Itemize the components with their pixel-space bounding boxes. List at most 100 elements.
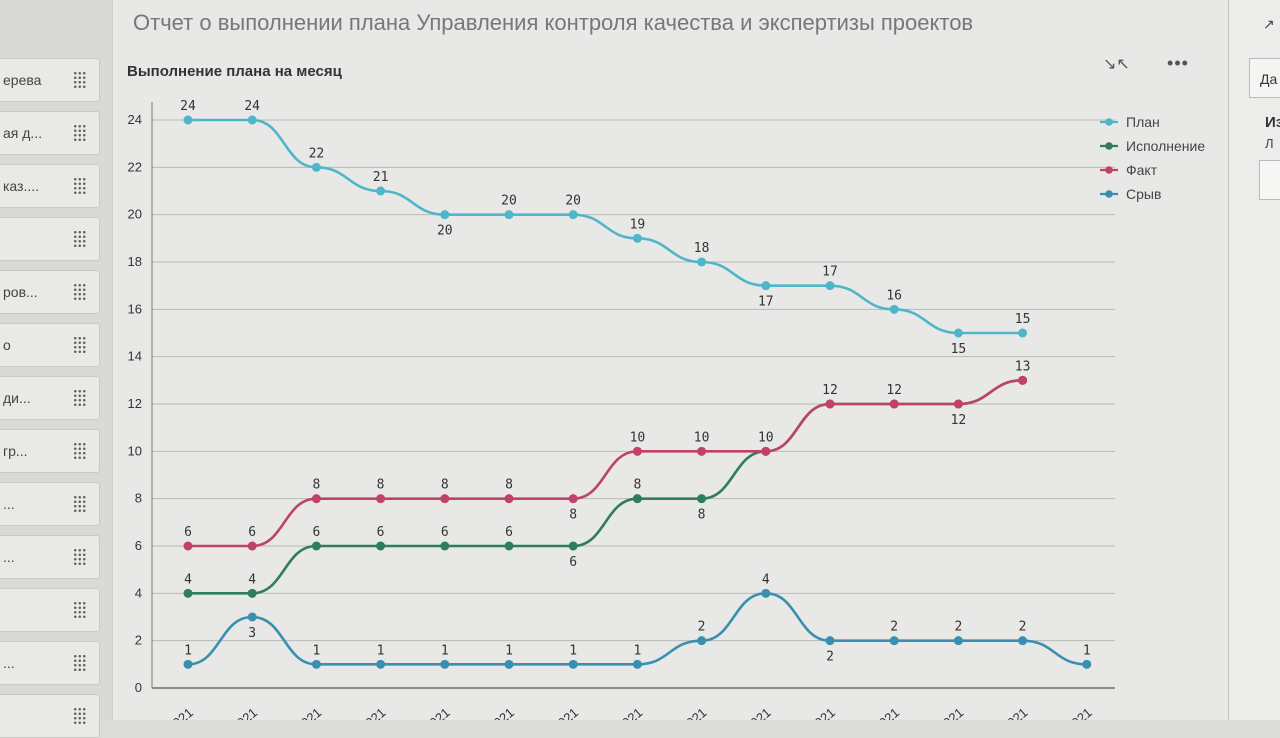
data-point[interactable]	[697, 257, 707, 267]
data-point[interactable]	[440, 494, 450, 504]
drag-grip-icon[interactable]	[73, 71, 87, 89]
data-point[interactable]	[697, 494, 707, 504]
sidebar-item[interactable]: каз....	[0, 164, 100, 208]
data-point[interactable]	[183, 115, 193, 125]
drag-grip-icon[interactable]	[73, 601, 87, 619]
data-point[interactable]	[1018, 636, 1028, 646]
data-label: 12	[886, 383, 902, 398]
data-point[interactable]	[761, 446, 771, 456]
x-tick-label: .2021	[418, 705, 453, 720]
drag-grip-icon[interactable]	[73, 283, 87, 301]
data-point[interactable]	[311, 659, 321, 669]
data-label: 3	[248, 626, 256, 641]
data-point[interactable]	[504, 210, 514, 220]
y-tick-label: 22	[128, 159, 142, 174]
legend-marker	[1105, 190, 1113, 198]
y-tick-label: 2	[135, 633, 142, 648]
data-point[interactable]	[889, 399, 899, 409]
data-point[interactable]	[889, 304, 899, 314]
data-point[interactable]	[632, 233, 642, 243]
data-point[interactable]	[440, 541, 450, 551]
data-point[interactable]	[825, 636, 835, 646]
report-title: Отчет о выполнении плана Управления конт…	[133, 10, 974, 35]
line-chart-icon[interactable]: ↗	[1263, 16, 1275, 32]
panel-field[interactable]	[1259, 160, 1280, 200]
data-point[interactable]	[568, 659, 578, 669]
sidebar-item[interactable]: ди...	[0, 376, 100, 420]
data-point[interactable]	[632, 446, 642, 456]
data-label: 6	[312, 525, 320, 540]
data-point[interactable]	[247, 612, 257, 622]
drag-grip-icon[interactable]	[73, 442, 87, 460]
more-dots-icon[interactable]: •••	[1167, 53, 1189, 73]
data-label: 2	[826, 650, 834, 665]
data-label: 6	[377, 525, 385, 540]
drag-grip-icon[interactable]	[73, 389, 87, 407]
data-point[interactable]	[825, 281, 835, 291]
legend-entry[interactable]: Исполнение	[1126, 138, 1205, 154]
data-point[interactable]	[825, 399, 835, 409]
legend-entry[interactable]: План	[1126, 114, 1160, 130]
sidebar-item[interactable]: ерева	[0, 58, 100, 102]
data-point[interactable]	[247, 115, 257, 125]
sidebar-item[interactable]: ...	[0, 482, 100, 526]
data-point[interactable]	[183, 659, 193, 669]
sidebar-item[interactable]: ...	[0, 535, 100, 579]
drag-grip-icon[interactable]	[73, 124, 87, 142]
data-point[interactable]	[376, 541, 386, 551]
drag-grip-icon[interactable]	[73, 495, 87, 513]
data-point[interactable]	[311, 162, 321, 172]
drag-grip-icon[interactable]	[73, 336, 87, 354]
data-point[interactable]	[504, 494, 514, 504]
data-label: 6	[441, 525, 449, 540]
collapse-arrows-icon[interactable]: ↘↖	[1103, 56, 1130, 73]
sidebar-item[interactable]: ...	[0, 641, 100, 685]
data-point[interactable]	[953, 636, 963, 646]
data-point[interactable]	[311, 494, 321, 504]
sidebar-item[interactable]: ров...	[0, 270, 100, 314]
data-point[interactable]	[376, 494, 386, 504]
data-point[interactable]	[376, 659, 386, 669]
data-point[interactable]	[183, 541, 193, 551]
legend-entry[interactable]: Срыв	[1126, 186, 1161, 202]
sidebar-item-label: ди...	[3, 390, 31, 406]
data-point[interactable]	[632, 659, 642, 669]
data-point[interactable]	[1082, 659, 1092, 669]
sidebar-item[interactable]: ая д...	[0, 111, 100, 155]
data-point[interactable]	[1018, 328, 1028, 338]
data-point[interactable]	[953, 328, 963, 338]
data-point[interactable]	[440, 210, 450, 220]
sidebar-item[interactable]: гр...	[0, 429, 100, 473]
data-point[interactable]	[568, 494, 578, 504]
drag-grip-icon[interactable]	[73, 230, 87, 248]
data-point[interactable]	[440, 659, 450, 669]
data-point[interactable]	[376, 186, 386, 196]
data-point[interactable]	[697, 446, 707, 456]
data-point[interactable]	[311, 541, 321, 551]
data-point[interactable]	[183, 588, 193, 598]
drag-grip-icon[interactable]	[73, 177, 87, 195]
data-point[interactable]	[697, 636, 707, 646]
sidebar-item[interactable]: о	[0, 323, 100, 367]
data-point[interactable]	[247, 541, 257, 551]
sidebar-item-label: ая д...	[3, 125, 43, 141]
data-point[interactable]	[568, 541, 578, 551]
data-label: 8	[312, 478, 320, 493]
data-point[interactable]	[632, 494, 642, 504]
data-point[interactable]	[761, 281, 771, 291]
data-point[interactable]	[568, 210, 578, 220]
data-point[interactable]	[504, 659, 514, 669]
sidebar-item[interactable]	[0, 217, 100, 261]
drag-grip-icon[interactable]	[73, 548, 87, 566]
data-point[interactable]	[761, 588, 771, 598]
data-point[interactable]	[889, 636, 899, 646]
tab-data[interactable]: Да	[1249, 58, 1280, 98]
data-point[interactable]	[1018, 375, 1028, 385]
data-point[interactable]	[504, 541, 514, 551]
drag-grip-icon[interactable]	[73, 654, 87, 672]
data-point[interactable]	[247, 588, 257, 598]
sidebar-item[interactable]	[0, 588, 100, 632]
legend-entry[interactable]: Факт	[1126, 162, 1158, 178]
data-label: 2	[954, 620, 962, 635]
data-point[interactable]	[953, 399, 963, 409]
